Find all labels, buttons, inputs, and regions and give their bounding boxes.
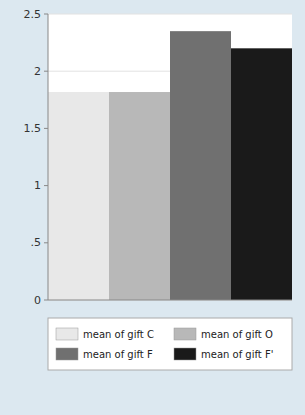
y-axis-line — [48, 14, 49, 300]
x-axis-line — [48, 300, 292, 301]
y-tick-label: 2 — [34, 65, 41, 78]
y-tick — [44, 128, 48, 129]
y-axis: 0 .5 1 1.5 2 2.5 — [24, 8, 49, 307]
y-tick-label: 2.5 — [24, 8, 42, 21]
legend-label: mean of gift O — [201, 329, 273, 340]
chart-container: 0.511.522.5mean of gift Cmean of gift Om… — [0, 0, 305, 415]
legend-swatch — [174, 328, 196, 340]
bar — [48, 92, 109, 300]
legend-label: mean of gift F — [83, 349, 153, 360]
y-tick — [44, 242, 48, 243]
y-tick-label: 1 — [34, 179, 41, 192]
y-tick-label: 0 — [34, 294, 41, 307]
plot-background — [48, 14, 292, 300]
y-tick — [44, 300, 48, 301]
y-tick-label: .5 — [31, 236, 42, 249]
bar — [231, 48, 292, 300]
y-tick — [44, 14, 48, 15]
y-tick — [44, 71, 48, 72]
grid — [48, 14, 292, 300]
bar — [170, 31, 231, 300]
y-tick-label: 1.5 — [24, 122, 42, 135]
grid-line — [48, 300, 292, 301]
bar — [109, 92, 170, 300]
legend-swatch — [56, 348, 78, 360]
legend-label: mean of gift F' — [201, 349, 273, 360]
bars — [48, 31, 292, 300]
y-tick — [44, 185, 48, 186]
legend-box — [48, 318, 292, 370]
chart-svg: 0.511.522.5mean of gift Cmean of gift Om… — [0, 0, 305, 415]
legend: mean of gift C mean of gift O mean of gift… — [48, 318, 292, 370]
grid-line — [48, 14, 292, 15]
legend-label: mean of gift C — [83, 329, 154, 340]
legend-swatch — [56, 328, 78, 340]
legend-swatch — [174, 348, 196, 360]
